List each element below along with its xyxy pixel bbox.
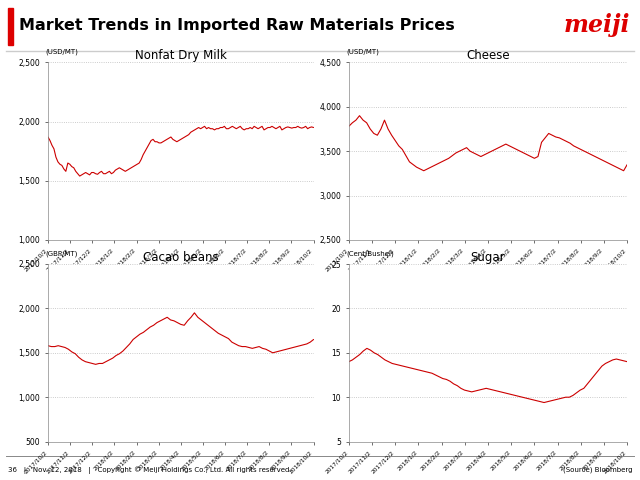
Title: Cacao beans: Cacao beans bbox=[143, 251, 219, 264]
Text: meiji: meiji bbox=[564, 13, 630, 37]
Title: Nonfat Dry Milk: Nonfat Dry Milk bbox=[135, 49, 227, 62]
Text: (Source) Bloomberg: (Source) Bloomberg bbox=[563, 467, 632, 473]
Text: 36   |   Nov. 12, 2018   |   Copyright © Meiji Holdings Co., Ltd. All rights res: 36 | Nov. 12, 2018 | Copyright © Meiji H… bbox=[8, 466, 291, 474]
Title: Cheese: Cheese bbox=[466, 49, 510, 62]
Text: (USD/MT): (USD/MT) bbox=[45, 49, 78, 55]
Text: (Cent/Bushel): (Cent/Bushel) bbox=[346, 251, 394, 257]
Text: (GBP/MT): (GBP/MT) bbox=[45, 251, 77, 257]
Title: Sugar: Sugar bbox=[470, 251, 506, 264]
Bar bbox=[8, 8, 13, 45]
Text: (USD/MT): (USD/MT) bbox=[346, 49, 379, 55]
Text: Market Trends in Imported Raw Materials Prices: Market Trends in Imported Raw Materials … bbox=[19, 18, 455, 33]
